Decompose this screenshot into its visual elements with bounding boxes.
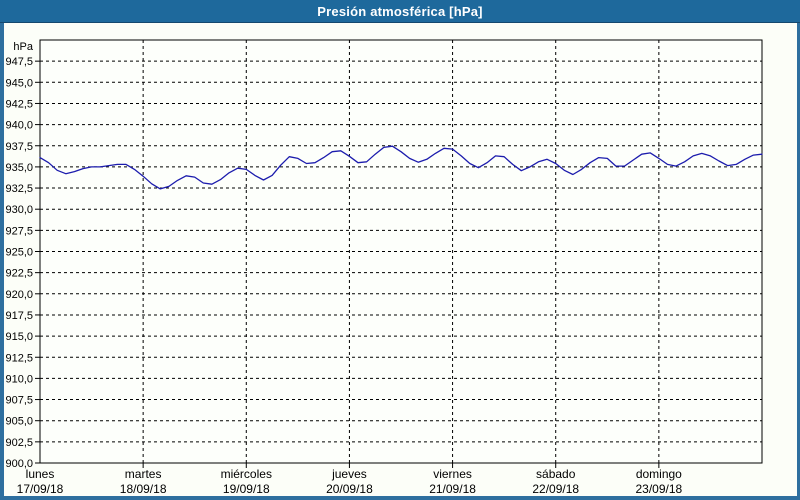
y-gridlines — [40, 60, 762, 443]
day-date-label: 19/09/18 — [223, 482, 270, 496]
day-date-label: 22/09/18 — [532, 482, 579, 496]
pressure-chart-canvas: 947,5 945,0 942,5 940,0 937,5 935,0 932,5 930,0… — [5, 39, 763, 496]
day-date-label: 21/09/18 — [429, 482, 476, 496]
y-tick-label: 930,0 — [5, 204, 33, 216]
y-tick-label: 942,5 — [5, 98, 33, 110]
y-tick-label: 907,5 — [5, 395, 33, 407]
chart-title: Presión atmosférica [hPa] — [317, 3, 483, 19]
y-tick-label: 932,5 — [5, 183, 33, 195]
window-title-bar: Presión atmosférica [hPa] — [0, 0, 800, 23]
y-axis-labels: 947,5 945,0 942,5 940,0 937,5 935,0 932,5 930,0… — [5, 56, 33, 470]
y-tick-label: 905,0 — [5, 416, 33, 428]
axis-ticks — [35, 60, 660, 468]
day-date-label: 20/09/18 — [326, 482, 373, 496]
day-date-label: 18/09/18 — [120, 482, 167, 496]
day-name-label: domingo — [636, 467, 682, 481]
chart-area: 947,5 945,0 942,5 940,0 937,5 935,0 932,5 930,0… — [0, 23, 800, 500]
y-tick-label: 940,0 — [5, 120, 33, 132]
y-tick-label: 945,0 — [5, 77, 33, 89]
day-name-label: viernes — [433, 467, 472, 481]
y-tick-label: 902,5 — [5, 437, 33, 449]
y-tick-label: 915,0 — [5, 331, 33, 343]
plot-border — [39, 39, 763, 464]
day-name-label: lunes — [26, 467, 55, 481]
y-tick-label: 927,5 — [5, 225, 33, 237]
day-date-label: 23/09/18 — [635, 482, 682, 496]
y-tick-label: 917,5 — [5, 310, 33, 322]
day-name-label: martes — [125, 467, 162, 481]
y-tick-label: 935,0 — [5, 162, 33, 174]
y-tick-label: 912,5 — [5, 352, 33, 364]
y-tick-label: 922,5 — [5, 268, 33, 280]
y-tick-label: 900,0 — [5, 458, 33, 470]
y-tick-label: 925,0 — [5, 247, 33, 259]
y-tick-label: 947,5 — [5, 56, 33, 68]
day-name-label: miércoles — [221, 467, 272, 481]
pressure-series-line — [39, 145, 763, 190]
y-axis-unit-label: hPa — [13, 41, 33, 53]
day-name-label: jueves — [331, 467, 367, 481]
day-date-label: 17/09/18 — [17, 482, 64, 496]
y-tick-label: 937,5 — [5, 141, 33, 153]
x-gridlines — [142, 40, 660, 463]
y-tick-label: 910,0 — [5, 373, 33, 385]
y-tick-label: 920,0 — [5, 289, 33, 301]
day-name-label: sábado — [536, 467, 576, 481]
